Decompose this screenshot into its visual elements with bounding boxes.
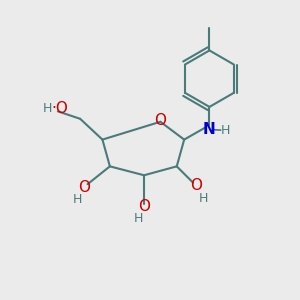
Text: O: O xyxy=(154,113,166,128)
Text: H: H xyxy=(221,124,230,137)
Text: N: N xyxy=(203,122,216,137)
Text: H: H xyxy=(43,102,52,115)
Text: O: O xyxy=(190,178,202,193)
Text: H: H xyxy=(134,212,143,226)
Text: O: O xyxy=(79,180,91,195)
Text: H: H xyxy=(199,192,208,205)
Text: H: H xyxy=(73,193,82,206)
Text: ·O: ·O xyxy=(51,101,68,116)
Text: O: O xyxy=(138,199,150,214)
